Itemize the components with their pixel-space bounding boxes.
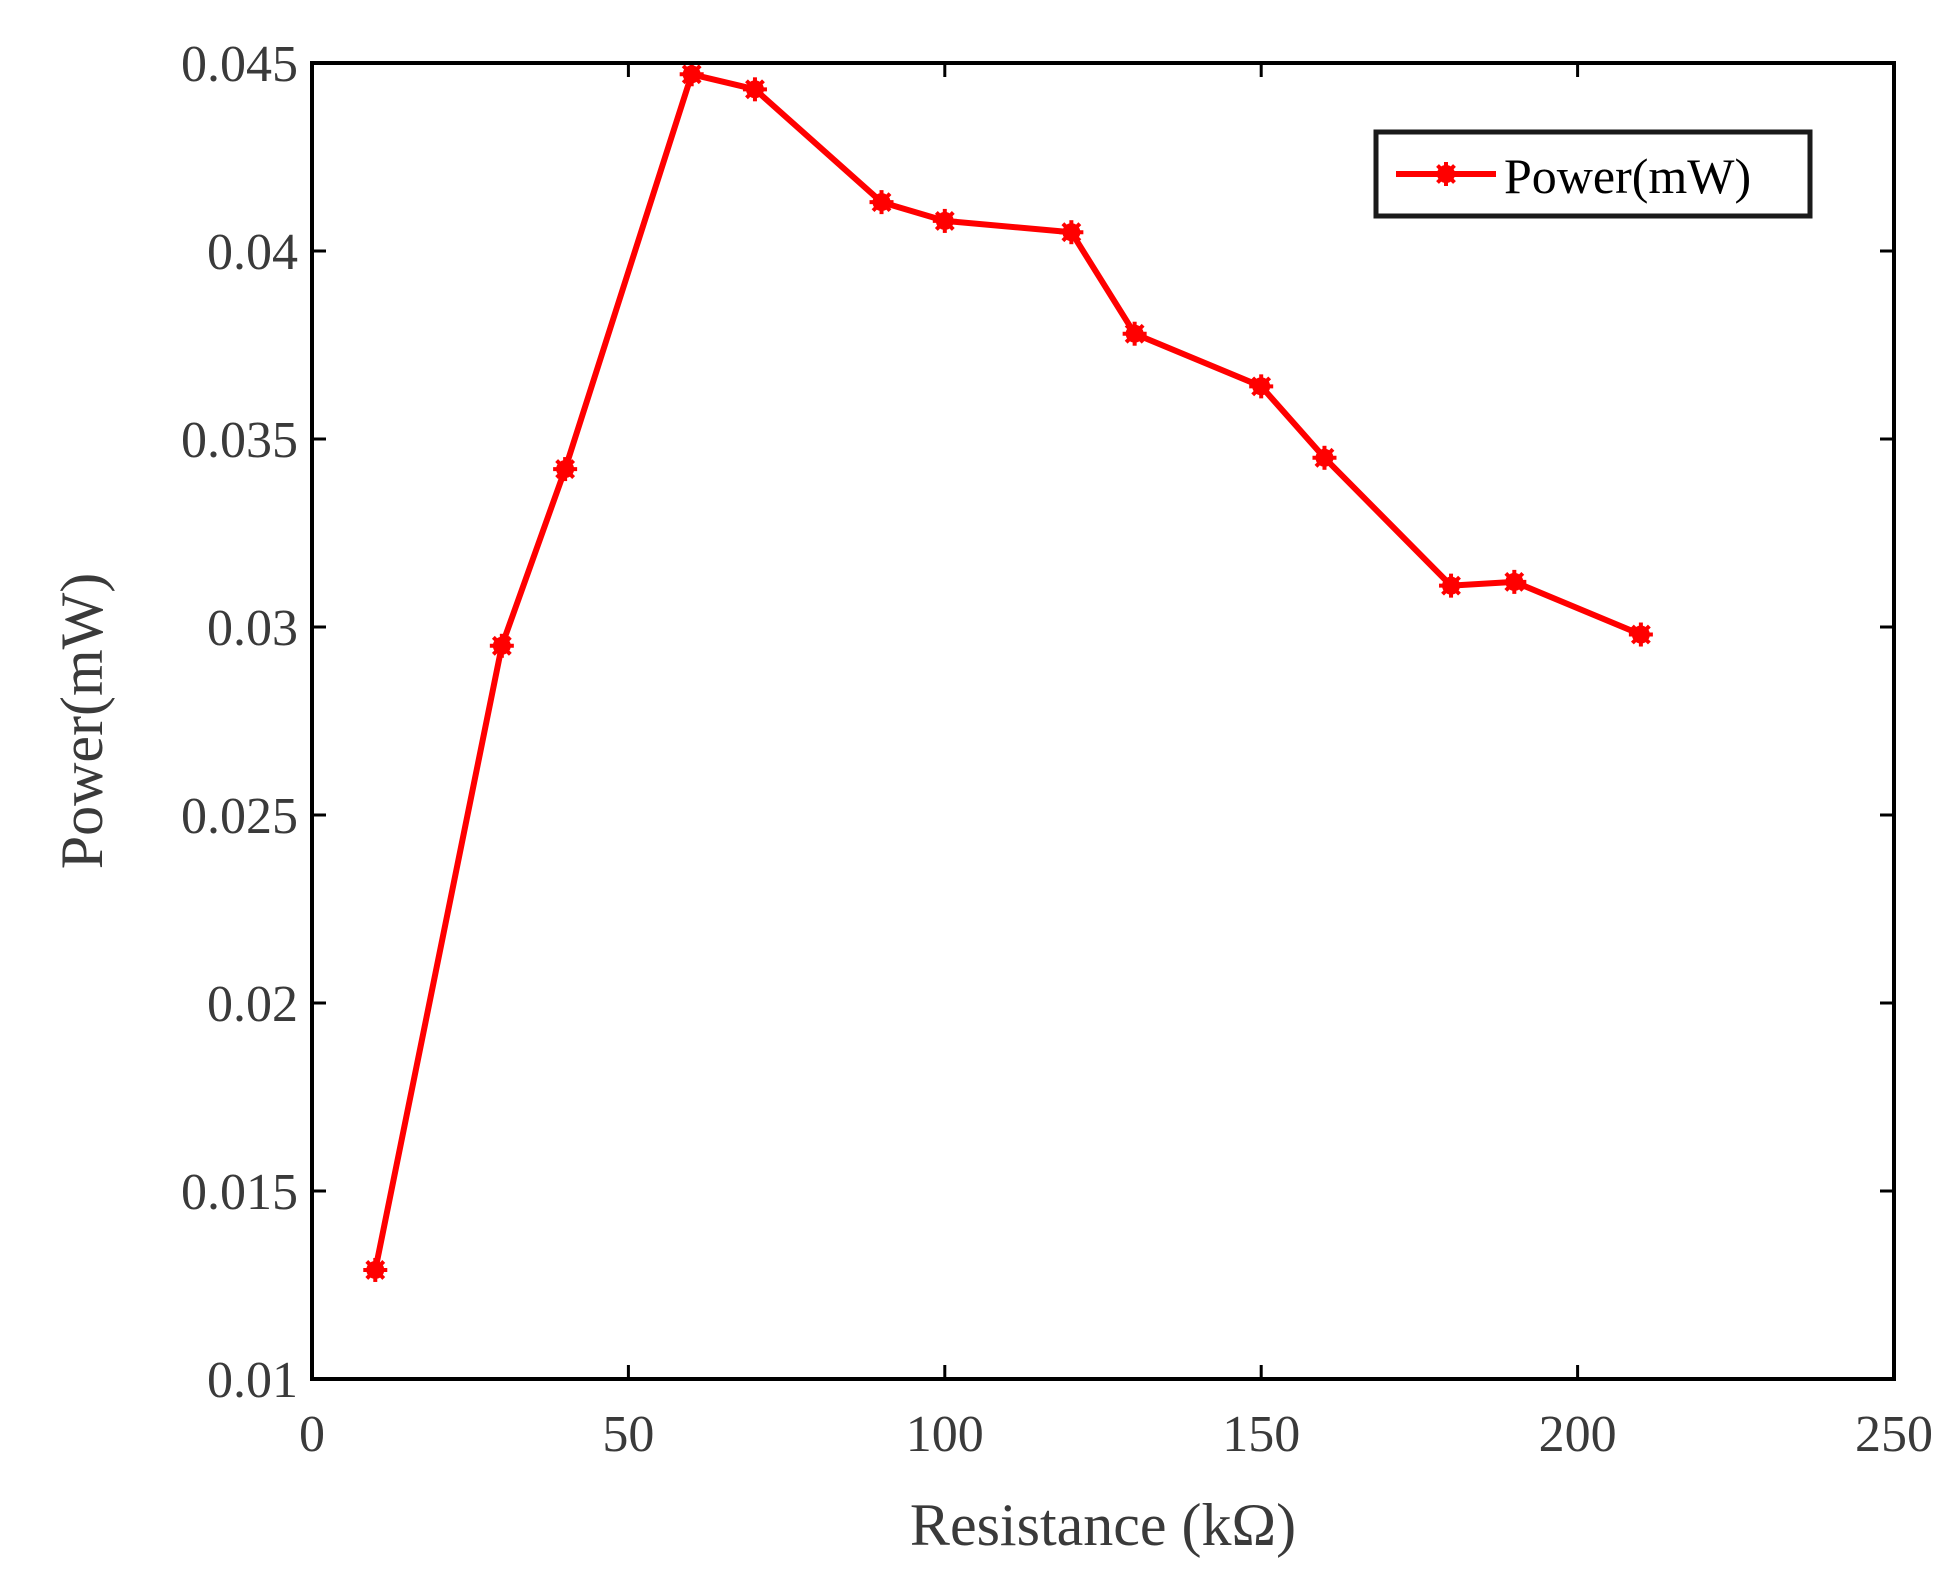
legend-marker-icon <box>1434 162 1458 186</box>
y-tick-label: 0.04 <box>207 224 298 281</box>
y-tick-label: 0.015 <box>181 1164 298 1221</box>
legend: Power(mW) <box>1373 129 1813 219</box>
data-point <box>1439 573 1464 598</box>
y-tick-label: 0.025 <box>181 788 298 845</box>
x-tick-label: 100 <box>906 1406 984 1463</box>
series-line <box>372 71 1643 1271</box>
y-axis-ticks: 0.01 0.015 0.02 0.025 0.03 0.035 0.04 0.045 <box>181 36 1894 1409</box>
data-point <box>363 1257 388 1282</box>
legend-label: Power(mW) <box>1504 148 1751 204</box>
data-point <box>1249 374 1274 399</box>
data-point <box>869 190 894 215</box>
x-tick-label: 150 <box>1222 1406 1300 1463</box>
y-tick-label: 0.045 <box>181 36 298 93</box>
x-axis-title: Resistance (kΩ) <box>910 1492 1296 1558</box>
y-tick-label: 0.03 <box>207 600 298 657</box>
x-tick-label: 0 <box>299 1406 325 1463</box>
data-point <box>742 77 767 102</box>
data-point <box>679 62 704 87</box>
y-tick-label: 0.035 <box>181 412 298 469</box>
data-point <box>553 457 578 482</box>
plot-frame <box>310 61 1896 1381</box>
data-point <box>1122 321 1147 346</box>
series-layer <box>363 62 1653 1282</box>
data-point <box>932 208 957 233</box>
x-axis-ticks: 0 50 100 150 200 250 <box>299 63 1933 1463</box>
y-tick-label: 0.01 <box>207 1352 298 1409</box>
legend-marker <box>1434 162 1458 186</box>
y-axis-title: Power(mW) <box>49 573 115 870</box>
x-tick-label: 200 <box>1539 1406 1617 1463</box>
x-tick-label: 50 <box>602 1406 654 1463</box>
data-point <box>1059 220 1084 245</box>
y-tick-label: 0.02 <box>207 976 298 1033</box>
data-point <box>489 633 514 658</box>
plot-background <box>312 63 1894 1379</box>
data-point <box>1312 445 1337 470</box>
data-point <box>1502 569 1527 594</box>
x-tick-label: 250 <box>1855 1406 1933 1463</box>
data-point <box>1628 622 1653 647</box>
